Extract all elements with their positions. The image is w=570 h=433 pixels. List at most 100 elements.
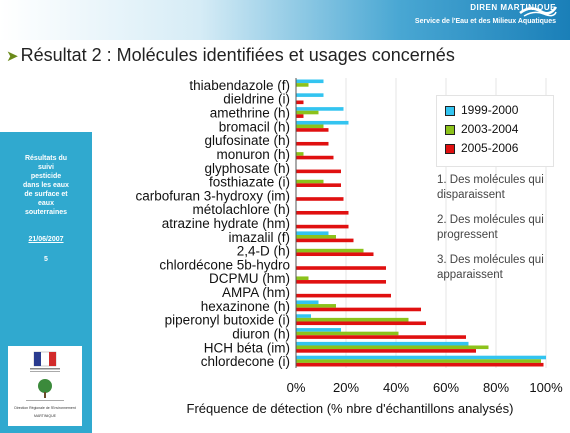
category-label: amethrine (h)	[210, 106, 290, 121]
bar	[296, 83, 309, 87]
page-title-text: Résultat 2 : Molécules identifiées et us…	[20, 45, 455, 65]
bar	[296, 238, 354, 243]
page-title: ➤ Résultat 2 : Molécules identifiées et u…	[6, 45, 455, 66]
chart-bars	[296, 79, 546, 367]
bar	[296, 307, 421, 312]
sidebar-caption-line: suivi	[38, 164, 54, 171]
bar	[296, 107, 344, 111]
sidebar-caption-line: Résultats du	[24, 155, 67, 162]
bar	[296, 120, 349, 125]
bar	[296, 293, 391, 298]
legend-label: 2005-2006	[461, 141, 519, 155]
legend-swatch	[445, 106, 455, 116]
bar	[296, 266, 386, 270]
bar	[296, 169, 341, 174]
note-line: 1. Des molécules qui	[437, 174, 544, 186]
bar	[296, 359, 541, 363]
bar	[296, 141, 329, 146]
sidebar-caption-line: de surface et	[24, 191, 68, 198]
bar	[296, 100, 304, 105]
header-banner: DIREN MARTINIQUE Service de l'Eau et des…	[0, 0, 570, 40]
bar	[296, 248, 364, 253]
bar	[296, 335, 466, 339]
logo-caption-region: MARTINIQUE	[34, 414, 56, 418]
legend-swatch	[445, 125, 455, 135]
bar	[296, 128, 329, 132]
bar	[296, 152, 304, 156]
x-tick-label: 0%	[287, 380, 306, 395]
logo-box: Direction Régionale de l'Environnement M…	[8, 346, 82, 426]
category-label: chlordecone (i)	[201, 354, 290, 369]
bar	[296, 355, 546, 360]
note-line: disparaissent	[437, 189, 505, 201]
sidebar-date: 21/06/2007	[28, 236, 64, 243]
legend-swatch	[445, 144, 455, 154]
sidebar-caption-line: pesticide	[30, 173, 62, 180]
wave-logo-icon	[519, 6, 558, 17]
category-label: atrazine hydrate (hm)	[162, 216, 290, 231]
bar	[296, 304, 336, 308]
bar	[296, 114, 304, 118]
category-label: fosthiazate (i)	[209, 175, 290, 190]
category-label: 2,4-D (h)	[237, 244, 290, 259]
x-tick-label: 60%	[433, 380, 459, 395]
x-tick-label: 40%	[383, 380, 409, 395]
note-item: 3. Des molécules qui apparaissent	[437, 253, 544, 283]
bullet-arrow-icon: ➤	[6, 48, 19, 65]
category-label: piperonyl butoxide (i)	[165, 313, 290, 328]
category-label: carbofuran 3-hydroxy (im)	[135, 188, 290, 203]
category-label: glyphosate (h)	[204, 161, 290, 176]
bar	[296, 155, 334, 160]
category-label: hexazinone (h)	[201, 299, 290, 314]
sidebar-caption-line: eaux	[38, 200, 54, 207]
org-service: Service de l'Eau et des Milieux Aquatiqu…	[414, 18, 556, 25]
x-axis-label: Fréquence de détection (% nbre d'échanti…	[187, 401, 514, 416]
bar	[296, 252, 374, 257]
org-name: DIREN MARTINIQUE	[470, 3, 556, 12]
note-line: 2. Des molécules qui	[437, 214, 544, 226]
x-tick-label: 80%	[483, 380, 509, 395]
category-label: AMPA (hm)	[222, 285, 290, 300]
bar	[296, 300, 319, 305]
note-line: apparaissent	[437, 269, 503, 281]
sidebar-caption-line: souterraines	[24, 209, 68, 216]
note-line: 3. Des molécules qui	[437, 254, 544, 266]
page-number: 5	[44, 256, 48, 263]
bar	[296, 179, 324, 184]
category-label: glufosinate (h)	[204, 133, 290, 148]
category-label: imazalil (f)	[228, 230, 290, 245]
bar	[296, 183, 341, 187]
sidebar-caption: Résultats du suivi pesticide dans les eaux d…	[0, 154, 92, 217]
note-item: 2. Des molécules qui progressent	[437, 213, 544, 243]
logo-caption: Direction Régionale de l'Environnement	[14, 406, 76, 410]
sidebar-caption-line: dans les eaux	[23, 182, 69, 189]
bar	[296, 280, 386, 284]
bar	[296, 124, 324, 129]
bar	[296, 341, 469, 346]
note-item: 1. Des molécules qui disparaissent	[437, 173, 544, 203]
x-tick-label: 100%	[529, 380, 563, 395]
category-label: métolachlore (h)	[192, 202, 290, 217]
bar	[296, 362, 544, 367]
bar	[296, 331, 399, 336]
chart-legend: 1999-2000 2003-2004 2005-2006	[436, 95, 554, 167]
bar	[296, 276, 309, 281]
bar	[296, 345, 489, 350]
category-label: thiabendazole (f)	[189, 78, 290, 93]
bar	[296, 197, 344, 201]
x-tick-labels: 0% 20% 40% 60% 80% 100%	[287, 380, 563, 395]
bar	[296, 314, 311, 318]
bar	[296, 328, 341, 332]
legend-label: 1999-2000	[461, 103, 519, 117]
bar	[296, 317, 409, 322]
legend-label: 2003-2004	[461, 122, 519, 136]
category-label: DCPMU (hm)	[209, 271, 290, 286]
category-label: chlordécone 5b-hydro	[159, 257, 290, 272]
category-label: dieldrine (i)	[223, 92, 290, 107]
bar	[296, 349, 476, 353]
bar	[296, 231, 329, 236]
bar	[296, 93, 324, 97]
republique-francaise-logo-icon	[26, 351, 64, 401]
note-line: progressent	[437, 229, 498, 241]
